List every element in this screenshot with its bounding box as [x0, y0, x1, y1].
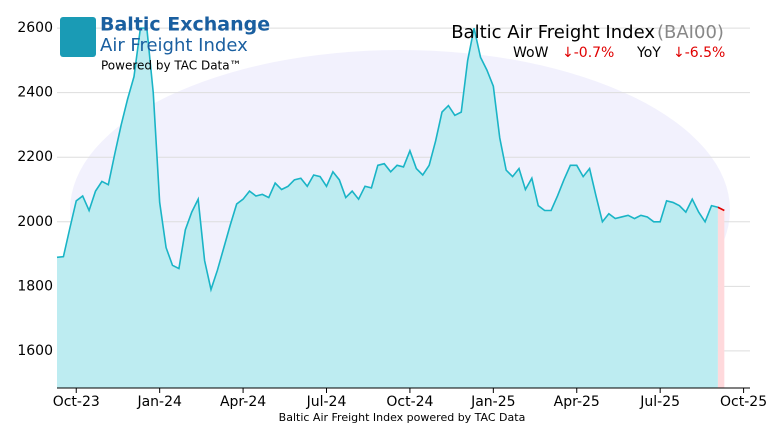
caption: Baltic Air Freight Index powered by TAC …	[279, 411, 526, 424]
logo-title: Baltic Exchange	[100, 14, 270, 36]
wow-label: WoW	[513, 45, 549, 61]
y-tick-label: 1800	[17, 278, 53, 294]
x-tick-label: Jan-24	[136, 394, 182, 410]
wow-change: ↓-0.7%	[562, 45, 614, 61]
change-line	[717, 206, 725, 212]
x-tick-label: Apr-24	[220, 394, 266, 410]
chart-title: Baltic Air Freight Index	[451, 22, 655, 43]
logo-powered: Powered by TAC Data™	[101, 59, 242, 73]
chart-title-code: (BAI00)	[657, 22, 724, 43]
x-tick-label: Oct-24	[386, 394, 433, 410]
logo-icon	[60, 17, 96, 57]
y-tick-label: 2400	[17, 85, 53, 101]
logo-subtitle: Air Freight Index	[100, 35, 248, 56]
yoy-change: ↓-6.5%	[673, 45, 725, 61]
x-tick-label: Oct-23	[53, 394, 100, 410]
x-tick-label: Jul-24	[306, 394, 347, 410]
line	[56, 27, 719, 293]
x-tick-label: Apr-25	[554, 394, 600, 410]
y-tick-label: 1600	[17, 343, 53, 359]
x-tick-label: Oct-25	[720, 394, 767, 410]
yoy-label: YoY	[636, 45, 661, 61]
x-tick-label: Jan-25	[470, 394, 515, 410]
y-tick-label: 2200	[17, 149, 53, 165]
change-area	[717, 207, 725, 388]
x-tick-label: Jul-25	[639, 394, 680, 410]
area	[57, 28, 718, 389]
y-tick-label: 2600	[17, 20, 53, 36]
plot	[56, 27, 750, 393]
y-tick-label: 2000	[17, 214, 53, 230]
